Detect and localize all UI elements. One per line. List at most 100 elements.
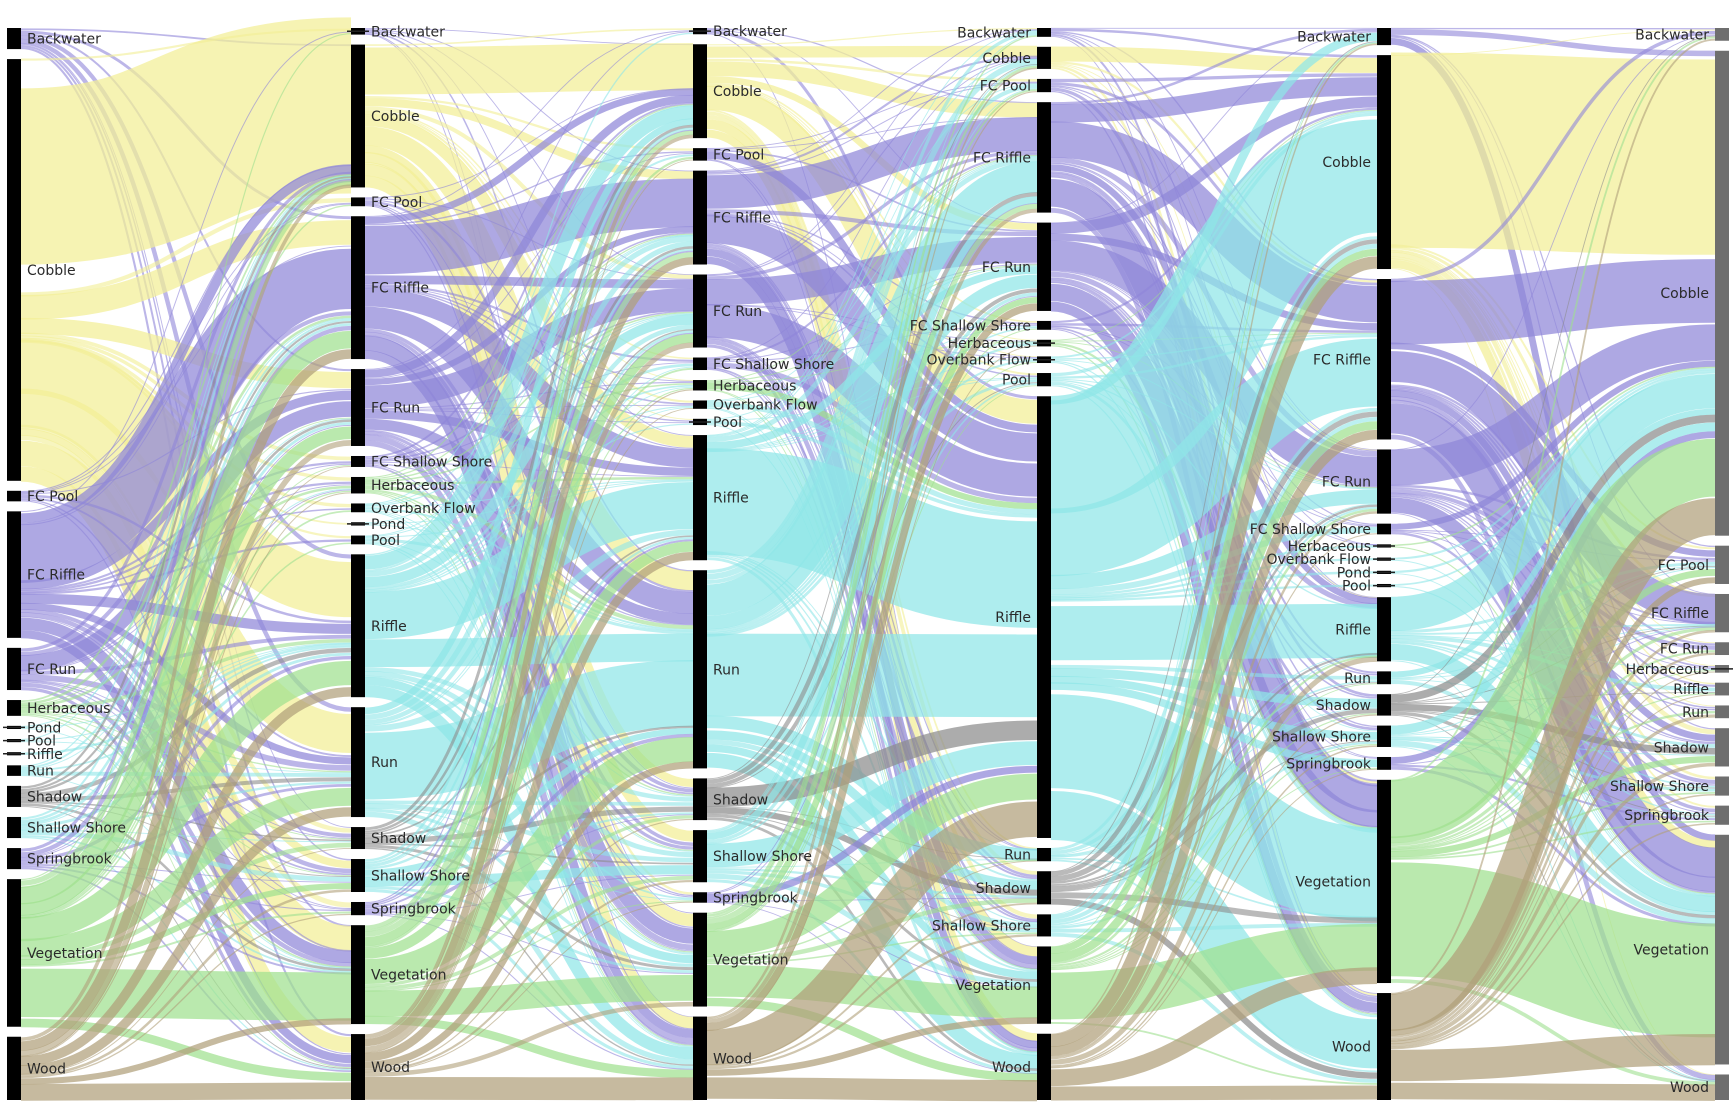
node-bar-shadow[interactable] bbox=[7, 785, 21, 807]
node-bar-vegetation[interactable] bbox=[7, 879, 21, 1027]
node-bar-riffle[interactable] bbox=[351, 554, 365, 698]
node-bar-vegetation[interactable] bbox=[1037, 946, 1051, 1024]
flow-link-vegetation-to-overbank-flow bbox=[706, 362, 1038, 932]
node-bar-cobble[interactable] bbox=[1715, 50, 1729, 536]
node-bar-vegetation[interactable] bbox=[351, 925, 365, 1025]
node-bar-run[interactable] bbox=[351, 707, 365, 818]
node-bar-fc-riffle[interactable] bbox=[351, 216, 365, 360]
node-bar-springbrook[interactable] bbox=[1377, 756, 1391, 770]
flow-link-wood-to-vegetation bbox=[706, 1017, 1038, 1076]
flow-link-herbaceous-to-cobble bbox=[1390, 366, 1716, 547]
node-label-shallow-shore: Shallow Shore bbox=[371, 869, 470, 885]
node-bar-fc-shallow-shore[interactable] bbox=[693, 357, 707, 371]
node-label-fc-pool: FC Pool bbox=[713, 147, 764, 163]
node-bar-riffle[interactable] bbox=[693, 435, 707, 561]
node-bar-fc-pool[interactable] bbox=[7, 490, 21, 502]
flow-link-fc-shallow-shore-to-cobble bbox=[364, 102, 694, 458]
node-bar-overbank-flow[interactable] bbox=[693, 400, 707, 409]
node-bar-cobble[interactable] bbox=[351, 44, 365, 188]
node-bar-fc-run[interactable] bbox=[7, 647, 21, 691]
node-bar-fc-run[interactable] bbox=[1377, 449, 1391, 514]
node-bar-shallow-shore[interactable] bbox=[693, 830, 707, 883]
node-bar-springbrook[interactable] bbox=[693, 892, 707, 903]
node-bar-shallow-shore[interactable] bbox=[1377, 725, 1391, 747]
node-bar-pool[interactable] bbox=[351, 535, 365, 545]
node-bar-shadow[interactable] bbox=[693, 778, 707, 821]
node-bar-fc-shallow-shore[interactable] bbox=[351, 455, 365, 467]
node-bar-fc-run[interactable] bbox=[351, 369, 365, 446]
node-bar-fc-pool[interactable] bbox=[1715, 545, 1729, 584]
node-bar-riffle[interactable] bbox=[1377, 597, 1391, 662]
node-bar-wood[interactable] bbox=[1377, 993, 1391, 1100]
node-bar-wood[interactable] bbox=[693, 1016, 707, 1100]
node-bar-springbrook[interactable] bbox=[351, 901, 365, 916]
node-bar-fc-shallow-shore[interactable] bbox=[1377, 523, 1391, 535]
flow-link-pond-to-vegetation bbox=[20, 728, 352, 969]
node-bar-run[interactable] bbox=[1377, 671, 1391, 685]
flow-link-fc-pool-to-riffle bbox=[706, 151, 1038, 433]
node-bar-herbaceous[interactable] bbox=[351, 476, 365, 494]
node-bar-fc-run[interactable] bbox=[1037, 222, 1051, 311]
node-bar-fc-riffle[interactable] bbox=[7, 511, 21, 638]
node-bar-wood[interactable] bbox=[1037, 1033, 1051, 1100]
node-bar-backwater[interactable] bbox=[1377, 28, 1391, 46]
flow-link-wood-to-fc-run bbox=[1390, 652, 1716, 1041]
node-bar-backwater[interactable] bbox=[1037, 28, 1051, 37]
node-bar-vegetation[interactable] bbox=[1377, 779, 1391, 984]
node-bar-fc-pool[interactable] bbox=[1037, 78, 1051, 93]
node-bar-fc-riffle[interactable] bbox=[693, 170, 707, 265]
node-bar-shadow[interactable] bbox=[351, 827, 365, 850]
flow-link-wood-to-fc-shallow-shore bbox=[20, 465, 352, 1057]
node-bar-wood[interactable] bbox=[1715, 1074, 1729, 1100]
flow-link-vegetation-to-wood bbox=[706, 997, 1038, 1082]
flow-link-shadow-to-shallow-shore bbox=[20, 802, 352, 877]
node-bar-shallow-shore[interactable] bbox=[351, 859, 365, 892]
node-bar-shadow[interactable] bbox=[1377, 694, 1391, 716]
node-bar-wood[interactable] bbox=[351, 1034, 365, 1100]
node-bar-backwater[interactable] bbox=[1715, 28, 1729, 41]
node-bar-riffle[interactable] bbox=[1715, 682, 1729, 696]
node-bar-fc-run[interactable] bbox=[1715, 642, 1729, 656]
node-bar-fc-run[interactable] bbox=[693, 274, 707, 348]
flow-link-riffle-to-riffle bbox=[364, 482, 694, 640]
node-bar-vegetation[interactable] bbox=[693, 912, 707, 1007]
flow-link-cobble-to-fc-riffle bbox=[20, 220, 352, 320]
node-bar-shadow[interactable] bbox=[1037, 871, 1051, 905]
node-bar-herbaceous[interactable] bbox=[693, 380, 707, 391]
node-bar-run[interactable] bbox=[7, 765, 21, 776]
node-bar-cobble[interactable] bbox=[1377, 55, 1391, 270]
flow-link-wood-to-shallow-shore bbox=[1050, 745, 1378, 1068]
node-bar-fc-riffle[interactable] bbox=[1715, 593, 1729, 633]
flow-link-shallow-shore-to-shallow-shore bbox=[20, 830, 352, 882]
node-bar-shallow-shore[interactable] bbox=[7, 816, 21, 839]
node-bar-pool[interactable] bbox=[1037, 373, 1051, 387]
node-bar-riffle[interactable] bbox=[1037, 396, 1051, 838]
node-bar-vegetation[interactable] bbox=[1715, 834, 1729, 1065]
node-bar-cobble[interactable] bbox=[7, 59, 21, 481]
node-bar-fc-pool[interactable] bbox=[351, 197, 365, 207]
node-bar-cobble[interactable] bbox=[693, 44, 707, 139]
node-bar-cobble[interactable] bbox=[1037, 46, 1051, 69]
node-bar-springbrook[interactable] bbox=[1715, 805, 1729, 825]
flow-link-wood-to-cobble bbox=[20, 184, 352, 1041]
node-bar-shallow-shore[interactable] bbox=[1037, 914, 1051, 937]
node-bar-shallow-shore[interactable] bbox=[1715, 776, 1729, 796]
node-bar-fc-riffle[interactable] bbox=[1037, 102, 1051, 213]
node-bar-run[interactable] bbox=[1037, 847, 1051, 862]
flow-link-wood-to-backwater bbox=[1050, 43, 1378, 1036]
node-bar-springbrook[interactable] bbox=[7, 848, 21, 870]
node-bar-wood[interactable] bbox=[7, 1036, 21, 1100]
flow-link-fc-run-to-herbaceous bbox=[20, 484, 352, 672]
node-bar-run[interactable] bbox=[1715, 705, 1729, 719]
node-bar-fc-shallow-shore[interactable] bbox=[1037, 320, 1051, 330]
node-bar-herbaceous[interactable] bbox=[7, 700, 21, 716]
node-bar-fc-riffle[interactable] bbox=[1377, 279, 1391, 440]
flow-link-cobble-to-shallow-shore bbox=[20, 428, 352, 869]
node-bar-run[interactable] bbox=[693, 570, 707, 769]
flow-link-wood-to-herbaceous bbox=[20, 492, 352, 1058]
node-bar-overbank-flow[interactable] bbox=[351, 503, 365, 513]
node-bar-shadow[interactable] bbox=[1715, 728, 1729, 767]
node-label-run: Run bbox=[1682, 705, 1709, 721]
node-bar-fc-pool[interactable] bbox=[693, 148, 707, 161]
node-bar-backwater[interactable] bbox=[7, 28, 21, 50]
